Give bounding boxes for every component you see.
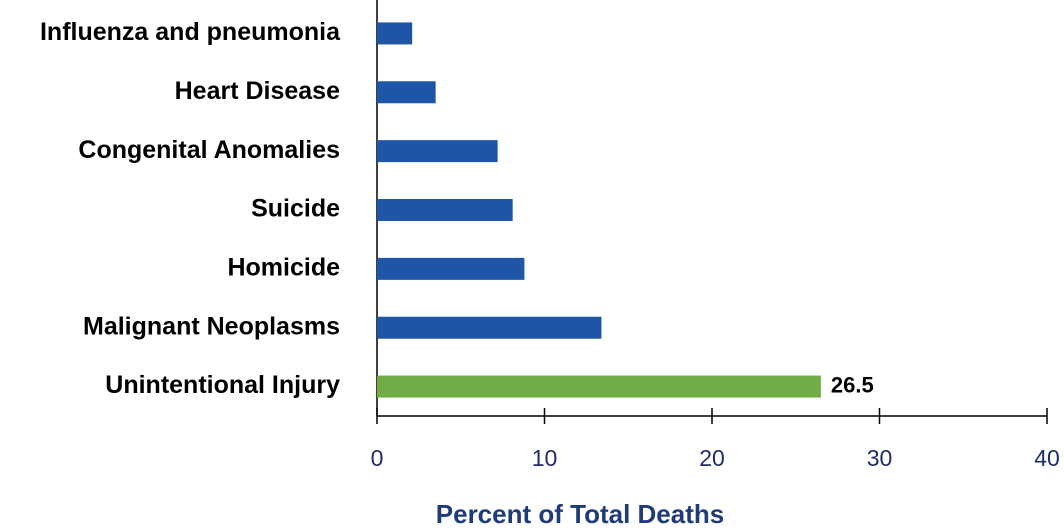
bar [377, 140, 498, 163]
bar [377, 316, 602, 339]
x-tick-label: 30 [867, 445, 893, 471]
x-axis-title: Percent of Total Deaths [436, 499, 724, 529]
x-tick-label: 40 [1034, 445, 1060, 471]
bar [377, 375, 821, 398]
y-tick-label: Malignant Neoplasms [83, 312, 340, 340]
y-tick-label: Heart Disease [175, 77, 340, 105]
y-tick-label: Influenza and pneumonia [40, 18, 341, 46]
y-tick-label: Suicide [251, 195, 340, 223]
x-tick-label: 10 [532, 445, 558, 471]
bar [377, 257, 525, 280]
y-tick-label: Homicide [227, 253, 340, 281]
bar [377, 199, 513, 221]
x-tick-label: 0 [371, 445, 384, 471]
bar [377, 22, 413, 45]
y-tick-label: Unintentional Injury [105, 371, 340, 399]
x-tick-label: 20 [699, 445, 725, 471]
y-tick-label: Congenital Anomalies [78, 136, 340, 164]
bar [377, 81, 436, 104]
value-label: 26.5 [831, 372, 874, 397]
